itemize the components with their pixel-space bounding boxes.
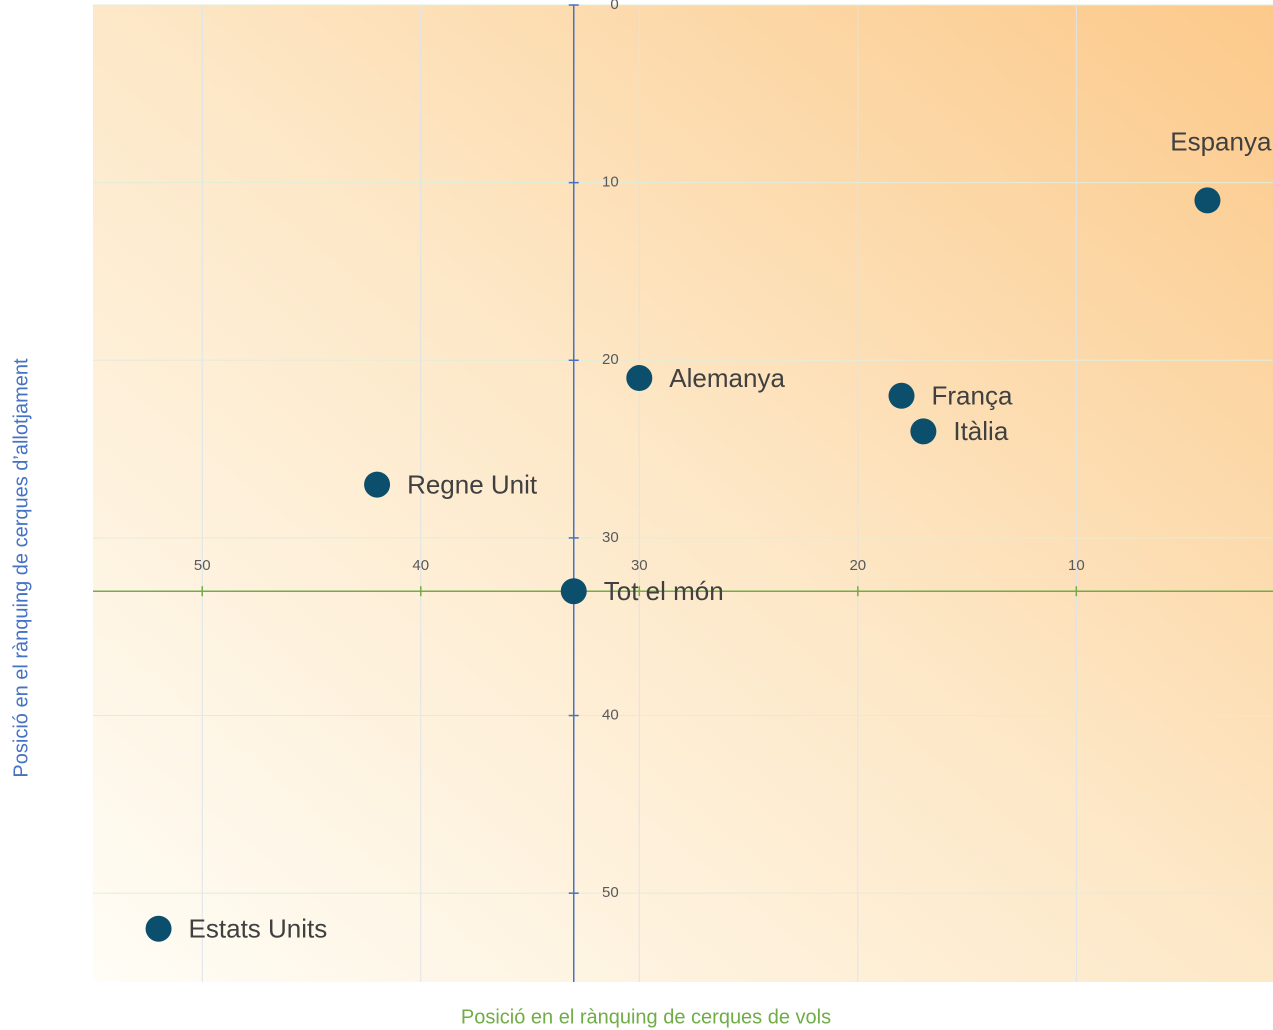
point [145,915,172,942]
point-label: Estats Units [189,914,328,944]
y-tick-label: 0 [610,0,618,13]
y-axis-title: Posició en el rànquing de cerques d’allo… [10,358,32,778]
point-label: Itàlia [953,416,1008,446]
point [560,578,587,605]
point-label: Regne Unit [407,469,538,499]
y-tick-label: 20 [602,351,619,368]
y-tick-label: 30 [602,529,619,546]
plot-area [93,5,1273,982]
x-tick-label: 10 [1068,557,1085,574]
y-tick-label: 40 [602,707,619,724]
x-axis-title: Posició en el rànquing de cerques de vol… [461,1006,831,1028]
point-label: França [932,381,1013,411]
x-tick-label: 20 [849,557,866,574]
x-tick-label: 40 [412,557,429,574]
y-tick-label: 50 [602,884,619,901]
point [910,418,937,445]
point [1194,187,1221,214]
point [888,382,915,409]
point-label: Espanya [1170,126,1272,156]
y-tick-label: 10 [602,174,619,191]
x-tick-label: 30 [631,557,648,574]
point [364,471,391,498]
x-tick-label: 50 [194,557,211,574]
point [626,365,653,392]
point-label: Tot el món [604,576,724,606]
point-label: Alemanya [669,363,785,393]
